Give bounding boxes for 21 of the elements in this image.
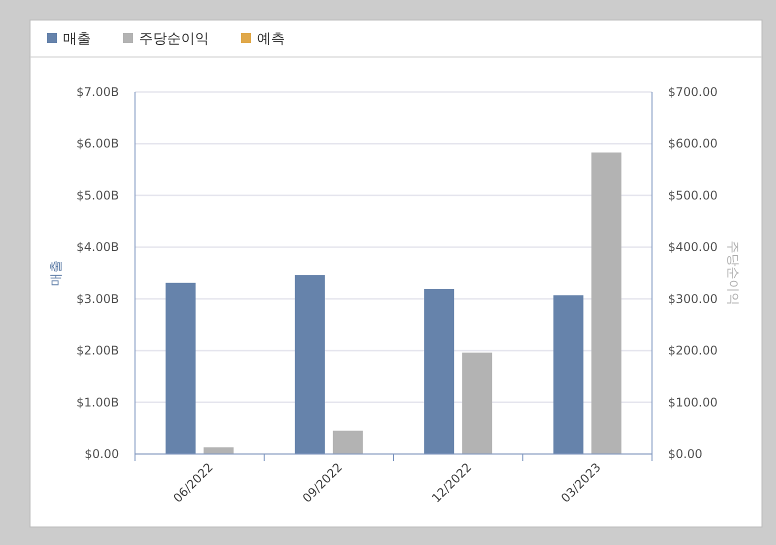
y2-tick-label: $200.00	[668, 344, 718, 358]
y-tick-label: $6.00B	[76, 136, 119, 151]
y2-tick-label: $300.00	[668, 292, 718, 306]
y-tick-label: $2.00B	[76, 344, 119, 358]
legend-label: 매출	[63, 31, 91, 47]
y-tick-label: $4.00B	[76, 240, 119, 254]
y2-tick-label: $600.00	[668, 136, 718, 151]
y-tick-label: $1.00B	[76, 395, 119, 410]
y2-tick-label: $700.00	[668, 85, 718, 99]
y-axis-title: 매출	[49, 260, 64, 286]
y-tick-label: $5.00B	[76, 188, 119, 202]
y-tick-label: $3.00B	[76, 292, 119, 306]
y2-tick-label: $500.00	[668, 188, 718, 202]
y2-tick-label: $0.00	[668, 447, 702, 461]
legend-label: 주당순이익	[139, 31, 209, 47]
y2-tick-label: $100.00	[668, 395, 718, 410]
y-tick-label: $7.00B	[76, 85, 119, 99]
y2-axis-title: 주당순이익	[725, 240, 740, 306]
legend-label: 예측	[257, 31, 285, 47]
y-tick-label: $0.00	[84, 447, 119, 461]
y2-tick-label: $400.00	[668, 240, 718, 254]
